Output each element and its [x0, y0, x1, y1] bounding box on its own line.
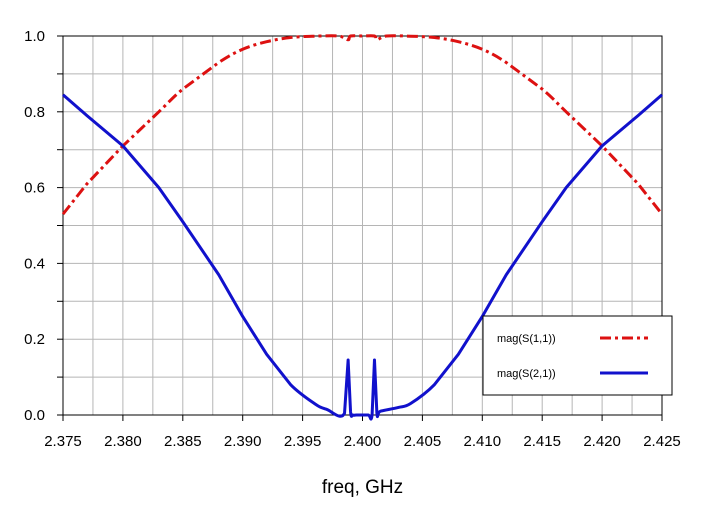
y-tick-label: 0.4 — [24, 255, 45, 272]
legend: mag(S(1,1)) mag(S(2,1)) — [482, 315, 673, 396]
y-tick-label: 0.8 — [24, 104, 45, 121]
x-tick-label: 2.420 — [583, 433, 621, 450]
legend-box — [482, 315, 673, 396]
x-tick-label: 2.375 — [44, 433, 82, 450]
x-tick-label: 2.425 — [643, 433, 681, 450]
x-tick-label: 2.380 — [104, 433, 142, 450]
y-tick-label: 1.0 — [24, 28, 45, 45]
x-tick-label: 2.405 — [404, 433, 442, 450]
legend-entry-label: mag(S(2,1)) — [497, 368, 556, 380]
x-tick-label: 2.395 — [284, 433, 322, 450]
x-tick-label: 2.415 — [523, 433, 561, 450]
x-tick-label: 2.400 — [344, 433, 382, 450]
legend-entry-label: mag(S(1,1)) — [497, 333, 556, 345]
y-axis-ticks: 0.0 0.2 0.4 0.6 0.8 1.0 — [24, 28, 63, 424]
series-line-1 — [61, 34, 664, 216]
series-layer — [61, 34, 664, 421]
x-axis-label: freq, GHz — [322, 477, 403, 498]
x-axis-ticks: 2.375 2.380 2.385 2.390 2.395 2.400 2.405 2.410… — [44, 415, 681, 450]
series-line-2 — [62, 93, 663, 421]
y-tick-label: 0.2 — [24, 331, 45, 348]
x-tick-label: 2.390 — [224, 433, 262, 450]
x-tick-label: 2.410 — [464, 433, 502, 450]
y-tick-label: 0.0 — [24, 407, 45, 424]
y-tick-label: 0.6 — [24, 180, 45, 197]
x-tick-label: 2.385 — [164, 433, 202, 450]
